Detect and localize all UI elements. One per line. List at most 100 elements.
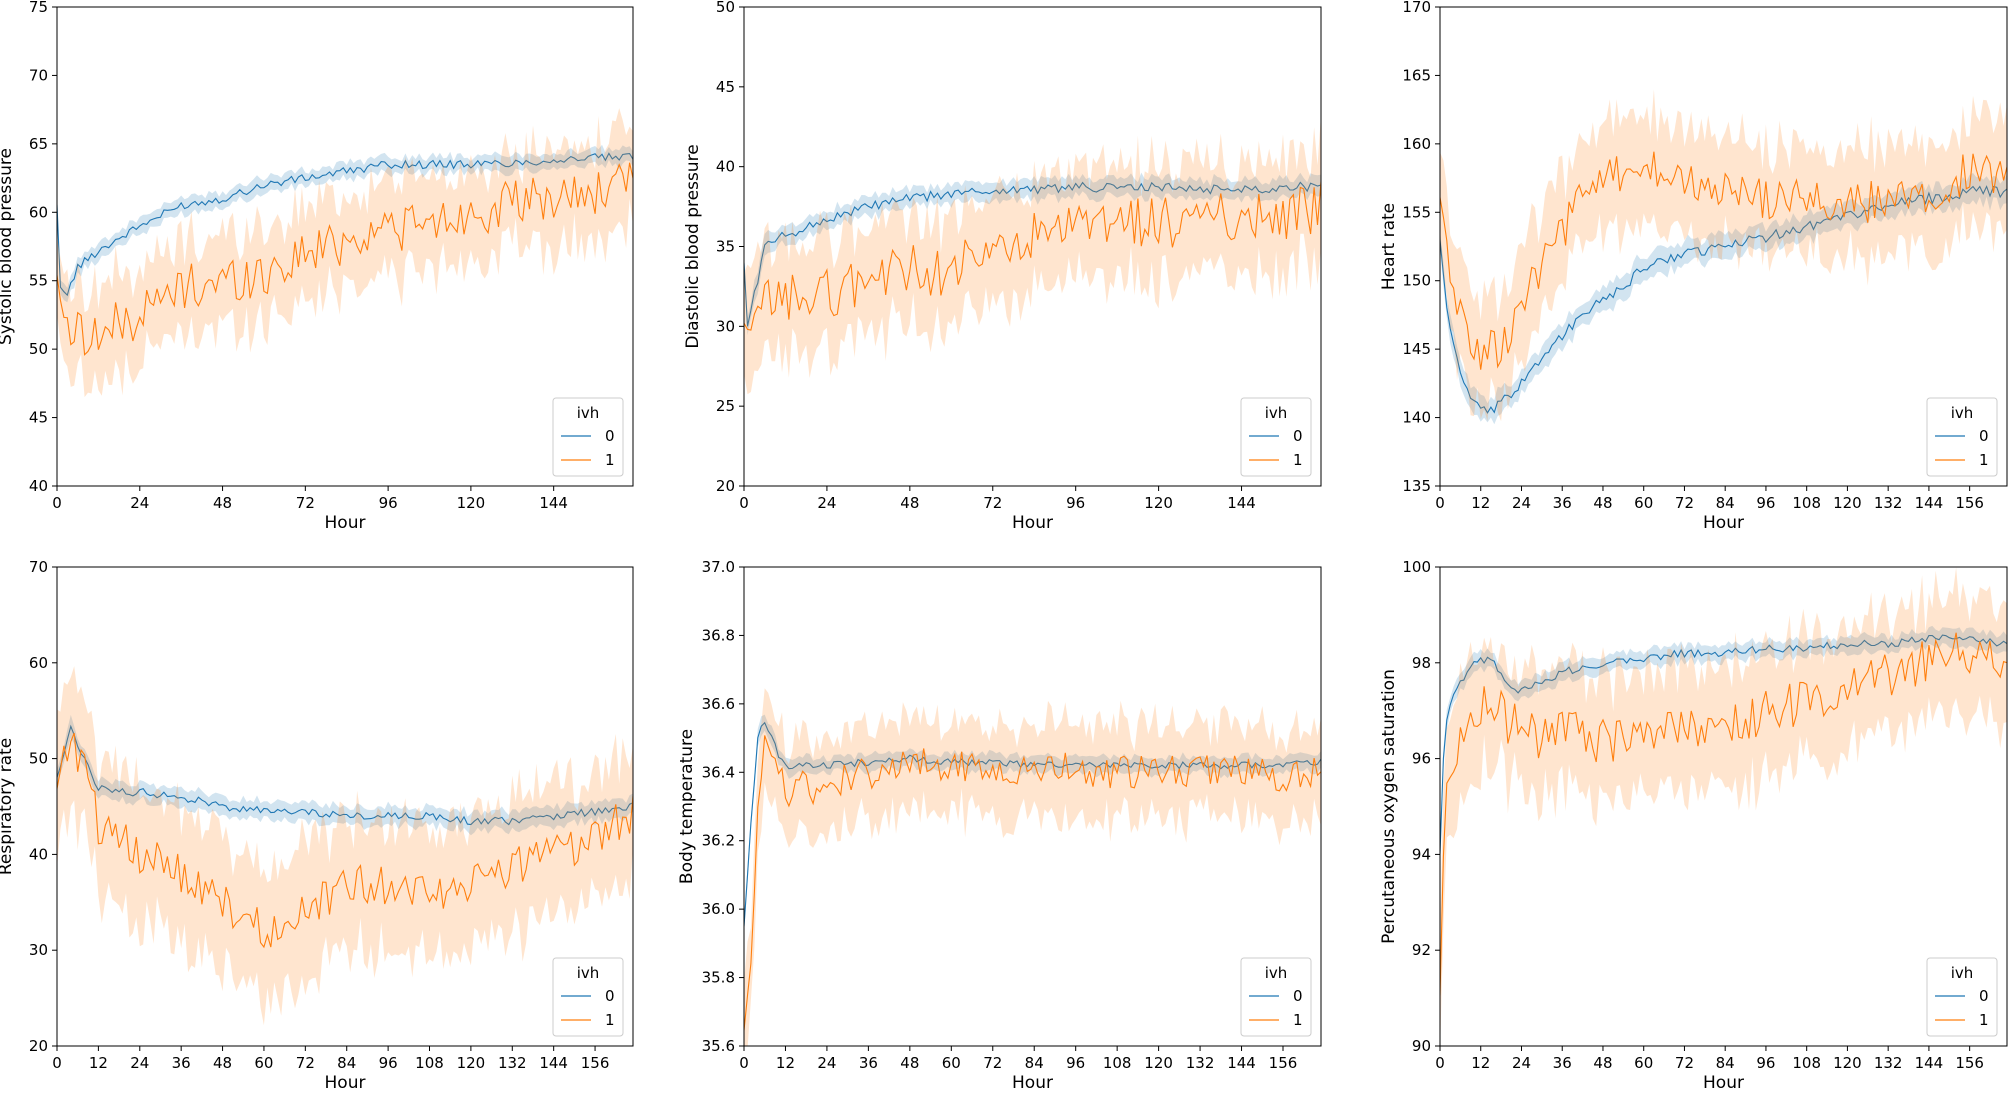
x-tick-label: 144: [1227, 494, 1256, 512]
x-tick-label: 48: [900, 494, 919, 512]
line-series-0: [1440, 634, 2007, 854]
legend-label-0: 0: [1979, 427, 1989, 445]
y-tick-label: 135: [1402, 477, 1431, 495]
y-tick-label: 160: [1402, 135, 1431, 153]
legend: ivh 0 1: [552, 957, 624, 1037]
x-tick-label: 12: [89, 1054, 108, 1072]
x-tick-label: 72: [296, 494, 315, 512]
x-tick-label: 60: [254, 1054, 273, 1072]
x-tick-label: 48: [1593, 1054, 1612, 1072]
line-series-0: [744, 721, 1321, 927]
legend: ivh 0 1: [552, 397, 624, 477]
plot-area: [57, 666, 633, 1026]
x-tick-label: 156: [1269, 1054, 1298, 1072]
x-tick-label: 48: [900, 1054, 919, 1072]
legend-title: ivh: [577, 404, 600, 422]
y-tick-label: 75: [29, 0, 48, 16]
x-tick-label: 144: [1915, 494, 1944, 512]
axes-frame: [56, 566, 634, 1047]
y-tick-label: 36.2: [702, 832, 735, 850]
x-tick-label: 108: [415, 1054, 444, 1072]
y-tick-label: 36.6: [702, 695, 735, 713]
legend-label-0: 0: [1979, 987, 1989, 1005]
x-tick-label: 120: [1833, 494, 1862, 512]
line-series-1: [1440, 151, 2007, 370]
axes-frame: [1439, 6, 2008, 487]
y-tick-label: 94: [1412, 845, 1431, 863]
x-tick-label: 24: [130, 494, 149, 512]
legend-title: ivh: [1265, 404, 1288, 422]
x-tick-label: 36: [859, 1054, 878, 1072]
x-tick-label: 12: [1471, 1054, 1490, 1072]
y-tick-label: 50: [29, 750, 48, 768]
line-series-0: [744, 181, 1321, 327]
chart-panel-2: 0 24 48 72 96 120 144 20 25 30 35 40 45 50 Hour Diastol…: [683, 0, 1322, 533]
x-tick-label: 72: [983, 494, 1002, 512]
y-tick-label: 90: [1412, 1037, 1431, 1055]
line-series-1: [57, 732, 633, 949]
x-tick-label: 0: [739, 1054, 749, 1072]
line-series-1: [744, 181, 1321, 331]
y-tick-label: 96: [1412, 750, 1431, 768]
x-tick-label: 144: [1227, 1054, 1256, 1072]
y-tick-label: 45: [29, 409, 48, 427]
plot-area: [57, 108, 633, 398]
chart-panel-3: 0 12 24 36 48 60 72 84 96 108 120 132 144 156 135 140 14…: [1379, 0, 2008, 533]
legend-box: [1926, 397, 1998, 477]
y-tick-label: 30: [29, 941, 48, 959]
line-series-1: [57, 162, 633, 356]
x-tick-label: 24: [817, 1054, 836, 1072]
legend-box: [552, 957, 624, 1037]
y-tick-label: 35.6: [702, 1037, 735, 1055]
y-tick-label: 70: [29, 558, 48, 576]
x-axis-label: Hour: [1012, 513, 1053, 533]
y-tick-label: 100: [1402, 558, 1431, 576]
y-tick-label: 40: [716, 158, 735, 176]
y-axis-label: Percutaneous oxygen saturation: [1379, 669, 1399, 944]
y-tick-label: 35.8: [702, 969, 735, 987]
axes-frame: [743, 566, 1322, 1047]
line-series-0: [1440, 185, 2007, 414]
legend-label-1: 1: [1979, 1011, 1989, 1029]
ci-band-series-0: [57, 144, 633, 303]
legend-box: [1240, 957, 1312, 1037]
line-series-0: [57, 152, 633, 297]
legend-box: [1240, 397, 1312, 477]
legend: ivh 0 1: [1926, 957, 1998, 1037]
x-tick-label: 120: [1144, 1054, 1173, 1072]
x-axis-label: Hour: [1703, 1073, 1744, 1093]
y-tick-label: 37.0: [702, 558, 735, 576]
y-tick-label: 40: [29, 845, 48, 863]
y-tick-label: 20: [716, 477, 735, 495]
ci-band-series-1: [744, 115, 1321, 395]
ci-band-series-1: [744, 688, 1321, 1046]
line-series-1: [1440, 632, 2007, 996]
legend-title: ivh: [577, 964, 600, 982]
y-tick-label: 155: [1402, 203, 1431, 221]
x-tick-label: 24: [1512, 494, 1531, 512]
x-tick-label: 0: [739, 494, 749, 512]
legend-title: ivh: [1951, 404, 1974, 422]
legend: ivh 0 1: [1240, 957, 1312, 1037]
legend: ivh 0 1: [1926, 397, 1998, 477]
y-tick-label: 36.8: [702, 626, 735, 644]
chart-panel-4: 0 12 24 36 48 60 72 84 96 108 120 132 144 156 20 30 40 50…: [0, 558, 634, 1093]
plot-area: [744, 688, 1321, 1046]
x-tick-label: 0: [1435, 1054, 1445, 1072]
x-tick-label: 156: [1955, 1054, 1984, 1072]
ci-band-series-0: [744, 172, 1321, 336]
legend-label-0: 0: [1293, 987, 1303, 1005]
legend-label-0: 0: [605, 987, 615, 1005]
x-tick-label: 96: [1066, 1054, 1085, 1072]
legend-label-0: 0: [605, 427, 615, 445]
y-tick-label: 36.0: [702, 900, 735, 918]
x-tick-label: 144: [539, 1054, 568, 1072]
legend-title: ivh: [1951, 964, 1974, 982]
line-series-0: [57, 724, 633, 826]
legend-label-1: 1: [605, 1011, 615, 1029]
plot-area: [1440, 567, 2007, 1046]
x-tick-label: 12: [1471, 494, 1490, 512]
x-tick-label: 132: [1874, 1054, 1903, 1072]
legend-title: ivh: [1265, 964, 1288, 982]
